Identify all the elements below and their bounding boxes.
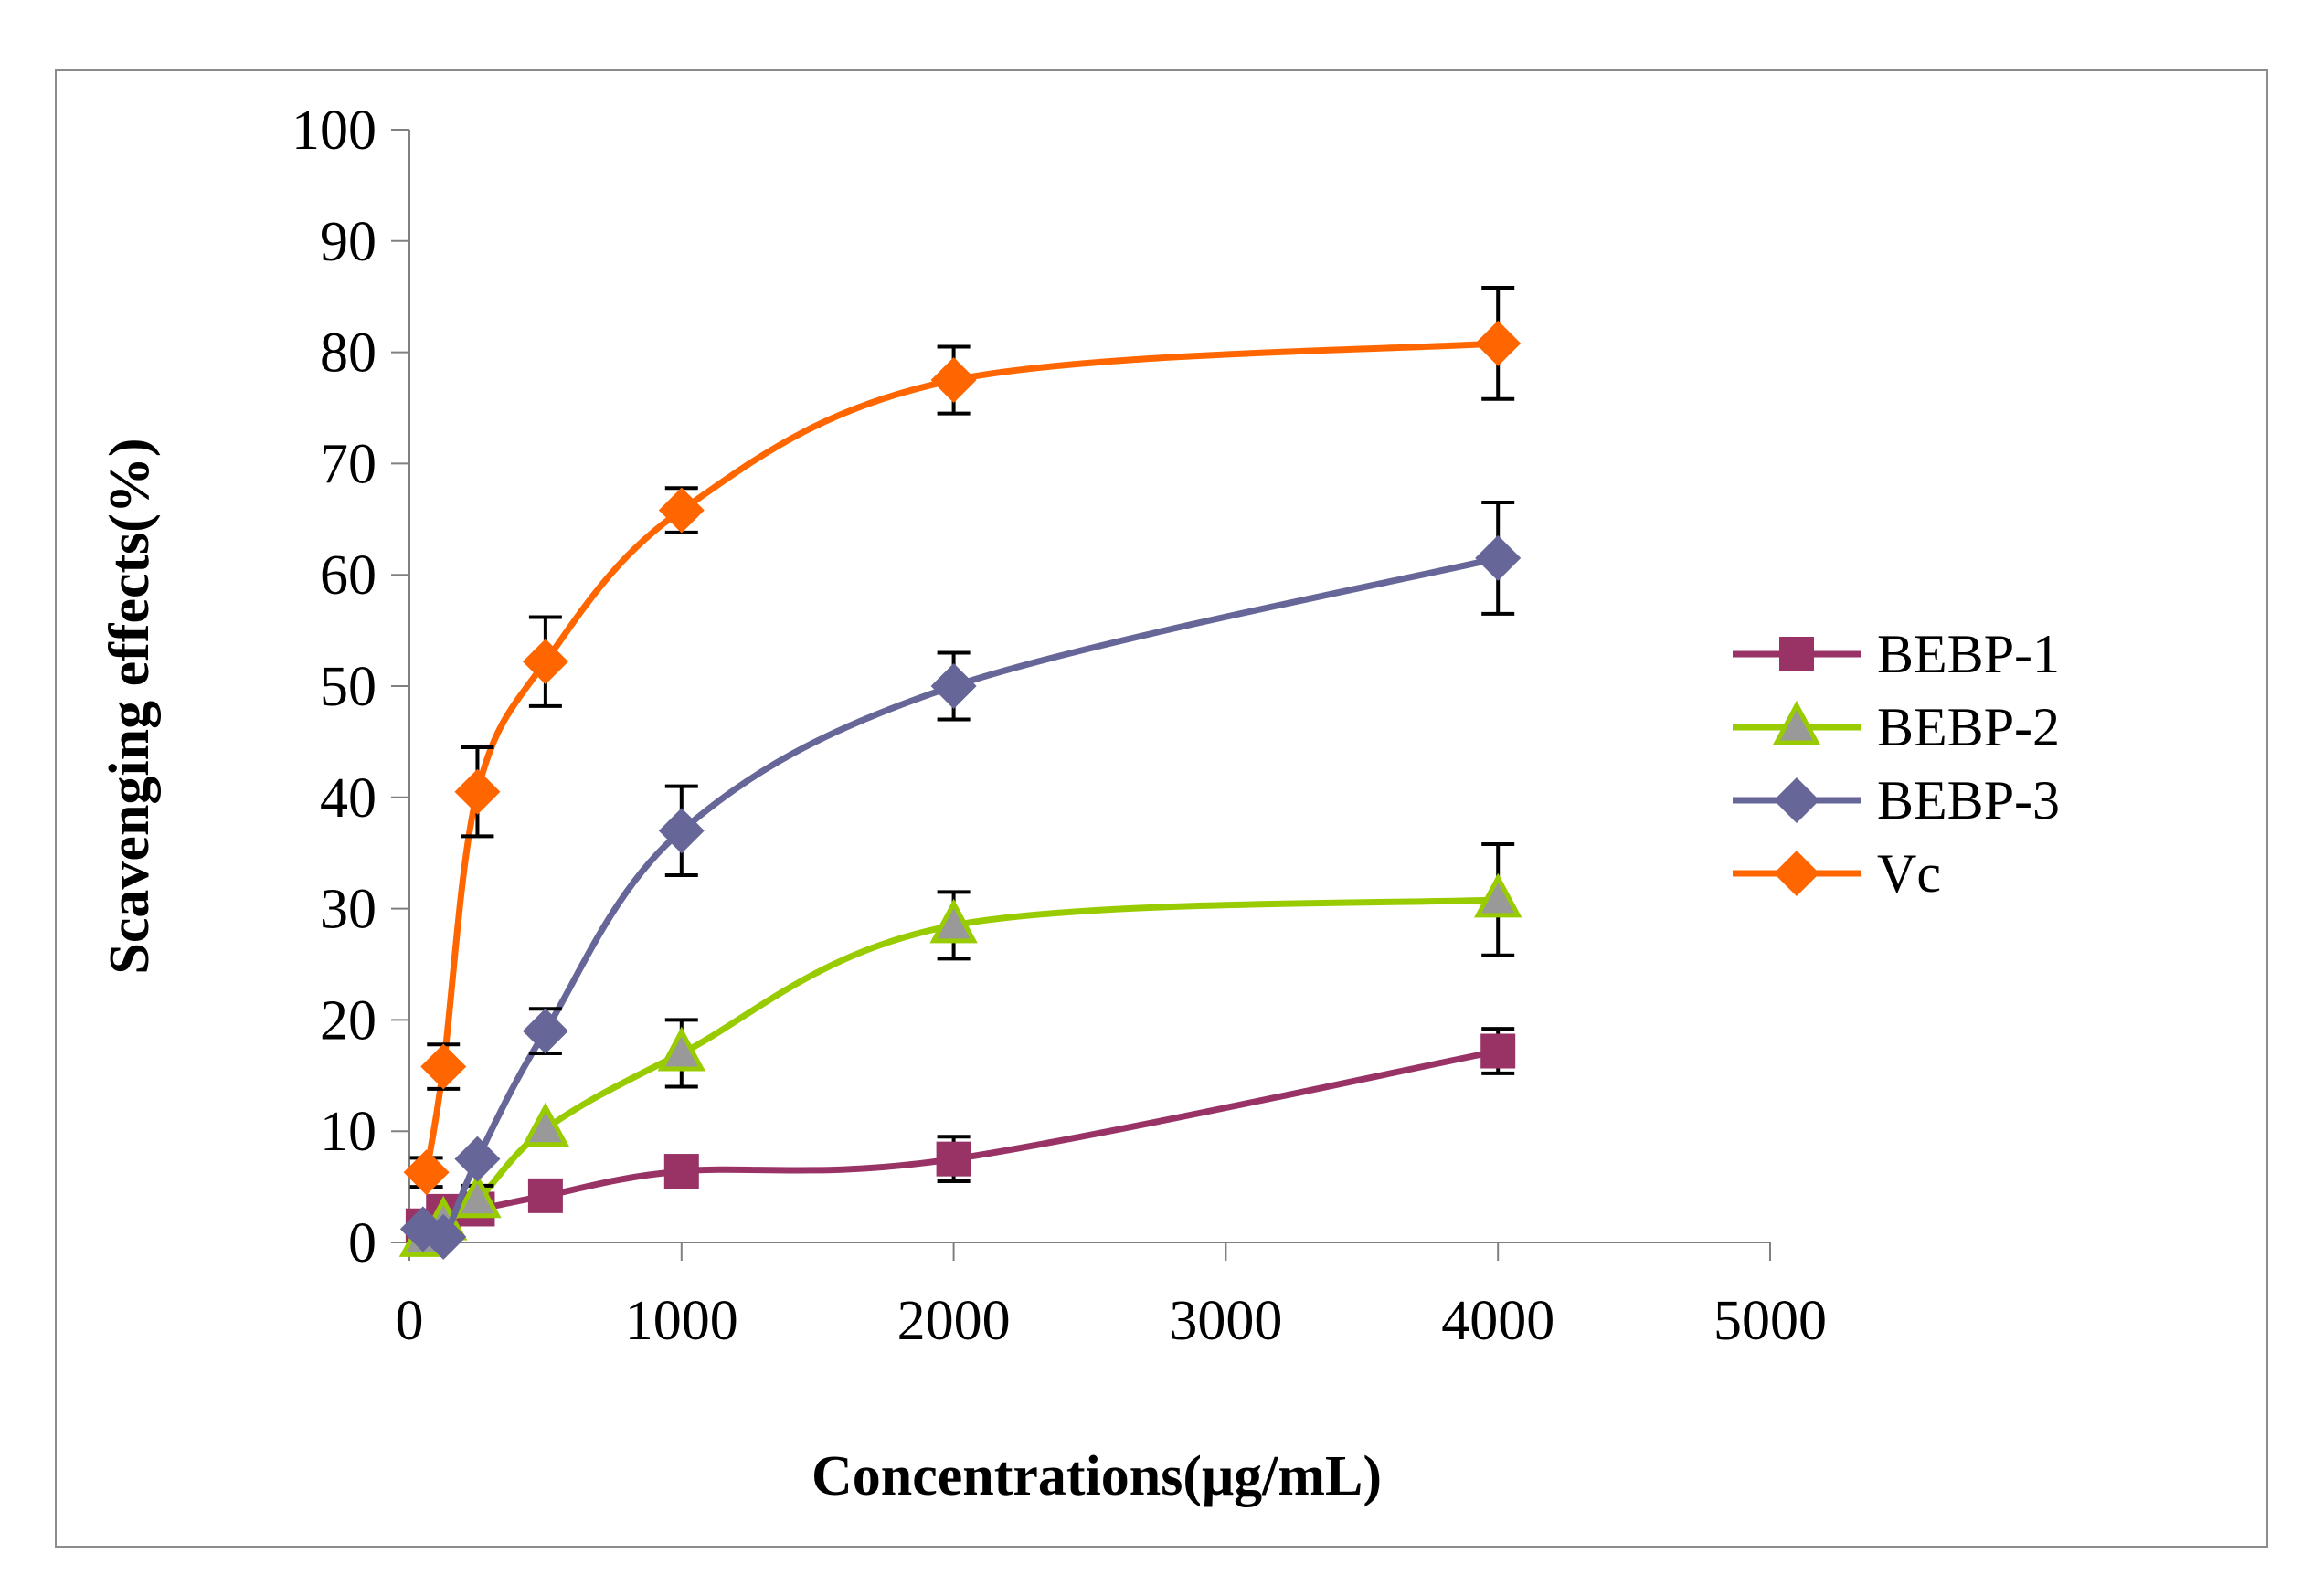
data-point-bebp-1 <box>936 1141 971 1177</box>
legend-label: Vc <box>1877 843 1941 904</box>
data-point-bebp-3 <box>454 1136 501 1182</box>
data-point-bebp-2 <box>929 898 978 944</box>
data-point-vc <box>1475 320 1522 366</box>
data-point-bebp-2 <box>453 1173 502 1219</box>
legend-item-bebp-2: BEBP-2 <box>1733 697 2060 757</box>
y-tick-label: 50 <box>320 656 377 718</box>
data-point-bebp-2 <box>521 1102 570 1147</box>
data-point-vc <box>403 1149 450 1196</box>
y-tick-label: 70 <box>320 433 377 495</box>
legend-label: BEBP-2 <box>1877 697 2060 757</box>
data-point-vc <box>522 639 568 685</box>
x-tick-label: 5000 <box>1713 1290 1827 1352</box>
data-point-bebp-2 <box>1474 872 1522 918</box>
series-group <box>398 285 1522 1260</box>
data-point-bebp-3 <box>1475 534 1522 581</box>
data-point-bebp-3 <box>522 1008 568 1054</box>
legend-item-vc: Vc <box>1733 843 1941 904</box>
series-line-vc <box>423 340 1501 1176</box>
legend-marker-bebp-1 <box>1779 637 1814 671</box>
legend-marker-vc <box>1774 851 1819 896</box>
data-point-bebp-1 <box>663 1154 699 1189</box>
legend-label: BEBP-3 <box>1877 770 2060 830</box>
y-tick-label: 10 <box>320 1101 377 1163</box>
data-point-bebp-3 <box>930 663 977 709</box>
series-vc <box>403 285 1522 1196</box>
y-tick-label: 60 <box>320 544 377 607</box>
series-bebp-3 <box>399 501 1522 1260</box>
y-tick-label: 20 <box>320 989 377 1052</box>
data-point-bebp-1 <box>1480 1033 1516 1069</box>
data-point-bebp-1 <box>527 1178 563 1213</box>
x-tick-label: 1000 <box>625 1290 738 1352</box>
data-point-vc <box>658 487 705 534</box>
x-tick-label: 2000 <box>897 1290 1011 1352</box>
data-point-bebp-3 <box>658 808 705 854</box>
series-line-bebp-3 <box>419 555 1501 1244</box>
data-point-vc <box>930 357 977 404</box>
data-point-bebp-3 <box>420 1213 467 1260</box>
legend: BEBP-1 BEBP-2 BEBP-3 Vc <box>1733 624 2060 904</box>
y-tick-label: 100 <box>292 100 377 162</box>
y-tick-label: 30 <box>320 879 377 941</box>
y-tick-label: 40 <box>320 767 377 830</box>
data-point-vc <box>454 768 501 815</box>
y-tick-label: 90 <box>320 211 377 273</box>
chart-area-frame <box>55 69 2268 1548</box>
series-bebp-1 <box>405 1027 1516 1243</box>
legend-item-bebp-1: BEBP-1 <box>1733 624 2060 684</box>
series-bebp-2 <box>398 841 1522 1257</box>
data-point-bebp-2 <box>657 1026 705 1072</box>
x-tick-label: 4000 <box>1441 1290 1554 1352</box>
x-tick-label: 3000 <box>1169 1290 1282 1352</box>
x-axis-title: Concentrations(μg/mL) <box>811 1445 1382 1507</box>
legend-item-bebp-3: BEBP-3 <box>1733 770 2060 830</box>
legend-label: BEBP-1 <box>1877 624 2060 684</box>
legend-marker-bebp-2 <box>1772 700 1821 745</box>
data-point-vc <box>420 1043 467 1090</box>
y-axis-title: Scavenging effects(%) <box>99 438 161 974</box>
y-tick-label: 0 <box>348 1212 377 1274</box>
y-tick-label: 80 <box>320 322 377 385</box>
x-tick-label: 0 <box>396 1290 424 1352</box>
legend-marker-bebp-3 <box>1774 777 1819 823</box>
